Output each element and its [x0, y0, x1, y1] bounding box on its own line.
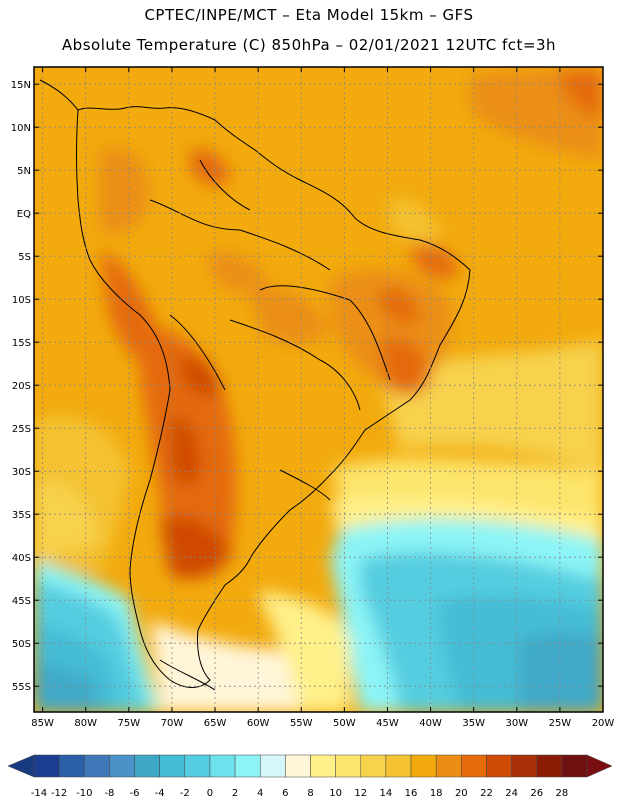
latitude-label: 15S: [12, 338, 31, 349]
colorbar-swatch: [285, 754, 311, 778]
colorbar-label: 16: [405, 788, 418, 799]
map-title-line-2: Absolute Temperature (C) 850hPa – 02/01/…: [61, 36, 557, 54]
colorbar-swatch: [159, 754, 186, 778]
latitude-label: 15N: [11, 80, 31, 91]
latitude-label: 40S: [12, 553, 31, 564]
latitude-label: 5N: [17, 166, 31, 177]
colorbar-swatch: [335, 754, 362, 778]
longitude-label: 40W: [419, 718, 442, 729]
latitude-label: 5S: [18, 252, 31, 263]
longitude-label: 30W: [505, 718, 528, 729]
colorbar-swatch: [385, 754, 412, 778]
longitude-label: 55W: [290, 718, 313, 729]
colorbar-swatch: [58, 754, 85, 778]
colorbar: -14 -12 -10 -8 -6 -4 -2 0 2 4 6 8 10 12 14 16 18 20 22 24 26…: [7, 754, 613, 799]
colorbar-label: 18: [430, 788, 443, 799]
latitude-label: 30S: [12, 467, 31, 478]
colorbar-swatch: [209, 754, 236, 778]
colorbar-label: 12: [354, 788, 367, 799]
longitude-label: 70W: [161, 718, 184, 729]
latitude-label: 35S: [12, 510, 31, 521]
colorbar-label: 22: [480, 788, 493, 799]
colorbar-swatch: [536, 754, 563, 778]
colorbar-under-arrow: [7, 754, 35, 778]
longitude-label: 85W: [31, 718, 54, 729]
colorbar-swatch: [511, 754, 537, 778]
colorbar-swatch: [234, 754, 261, 778]
colorbar-label: 24: [505, 788, 518, 799]
colorbar-swatch: [410, 754, 437, 778]
latitude-label: 25S: [12, 424, 31, 435]
colorbar-swatch: [561, 754, 588, 778]
colorbar-label: 14: [380, 788, 393, 799]
latitude-label: 10N: [11, 123, 31, 134]
colorbar-over-arrow: [586, 754, 613, 778]
longitude-label: 50W: [333, 718, 356, 729]
colorbar-label: 6: [282, 788, 288, 799]
colorbar-swatch: [33, 754, 60, 778]
colorbar-swatch: [461, 754, 487, 778]
longitude-label: 20W: [592, 718, 615, 729]
colorbar-swatch: [310, 754, 336, 778]
colorbar-label: -12: [51, 788, 67, 799]
colorbar-label: -10: [76, 788, 92, 799]
longitude-label: 80W: [74, 718, 97, 729]
latitude-label: 55S: [12, 682, 31, 693]
map-title-line-1: CPTEC/INPE/MCT – Eta Model 15km – GFS: [144, 6, 474, 24]
colorbar-label: 4: [257, 788, 263, 799]
colorbar-label: -6: [130, 788, 140, 799]
temperature-field: [34, 67, 603, 712]
longitude-label: 45W: [376, 718, 399, 729]
colorbar-label: 0: [207, 788, 213, 799]
colorbar-label: -8: [104, 788, 114, 799]
colorbar-swatch: [259, 754, 286, 778]
longitude-label: 65W: [204, 718, 227, 729]
colorbar-label: 26: [530, 788, 543, 799]
colorbar-label: 28: [555, 788, 568, 799]
colorbar-swatch: [360, 754, 387, 778]
longitude-axis-labels: 85W 80W 75W 70W 65W 60W 55W 50W 45W 40W 35W 30W 25W 2…: [31, 67, 614, 729]
latitude-label: 20S: [12, 381, 31, 392]
colorbar-swatch: [109, 754, 135, 778]
map-frame: [33, 66, 604, 713]
colorbar-label: 2: [232, 788, 238, 799]
colorbar-label: -4: [155, 788, 165, 799]
longitude-label: 75W: [118, 718, 141, 729]
latitude-label: 45S: [12, 596, 31, 607]
colorbar-swatch: [134, 754, 160, 778]
colorbar-swatch: [435, 754, 462, 778]
longitude-label: 35W: [462, 718, 485, 729]
colorbar-label: -14: [31, 788, 47, 799]
colorbar-label: 20: [455, 788, 468, 799]
latitude-label: 10S: [12, 295, 31, 306]
colorbar-label: 8: [307, 788, 313, 799]
latitude-axis-labels: 15N 10N 5N EQ 5S 10S 15S 20S 25S 30S 35S 40S 45S 50S 5…: [11, 80, 603, 693]
colorbar-swatch: [486, 754, 512, 778]
colorbar-label: -2: [180, 788, 190, 799]
longitude-label: 25W: [549, 718, 572, 729]
latitude-label: 50S: [12, 639, 31, 650]
colorbar-label: 10: [329, 788, 342, 799]
longitude-label: 60W: [247, 718, 270, 729]
latitude-label: EQ: [17, 209, 31, 220]
colorbar-swatch: [184, 754, 211, 778]
colorbar-swatch: [84, 754, 110, 778]
